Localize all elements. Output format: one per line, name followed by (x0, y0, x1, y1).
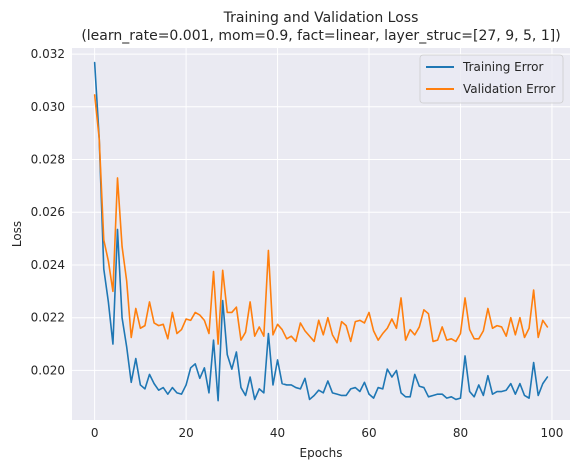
x-axis-label: Epochs (300, 446, 343, 460)
validation-error-line (93, 94, 549, 345)
x-tick-label: 80 (453, 426, 468, 440)
legend-box (419, 54, 564, 104)
y-tick-label: 0.020 (31, 363, 65, 377)
grid-lines (72, 48, 570, 420)
y-tick-label: 0.032 (31, 47, 65, 61)
legend: Training Error Validation Error (419, 54, 564, 104)
y-tick-label: 0.022 (31, 311, 65, 325)
y-axis-label: Loss (10, 221, 24, 247)
x-tick-label: 100 (540, 426, 563, 440)
plot-area (72, 48, 570, 420)
series-layer (93, 61, 549, 402)
x-tick-labels: 0 20 40 60 80 100 (91, 426, 564, 440)
legend-label-validation: Validation Error (463, 82, 555, 96)
y-tick-label: 0.026 (31, 205, 65, 219)
training-error-line (93, 61, 549, 402)
x-tick-label: 40 (270, 426, 285, 440)
x-tick-label: 0 (91, 426, 99, 440)
chart-title: Training and Validation Loss (223, 10, 419, 26)
x-tick-label: 60 (361, 426, 376, 440)
legend-label-training: Training Error (462, 60, 543, 74)
y-tick-label: 0.028 (31, 153, 65, 167)
y-tick-labels: 0.020 0.022 0.024 0.026 0.028 0.030 0.032 (31, 47, 65, 377)
chart-subtitle: (learn_rate=0.001, mom=0.9, fact=linear,… (81, 28, 560, 44)
y-tick-label: 0.024 (31, 258, 65, 272)
y-tick-label: 0.030 (31, 100, 65, 114)
x-tick-label: 20 (178, 426, 193, 440)
